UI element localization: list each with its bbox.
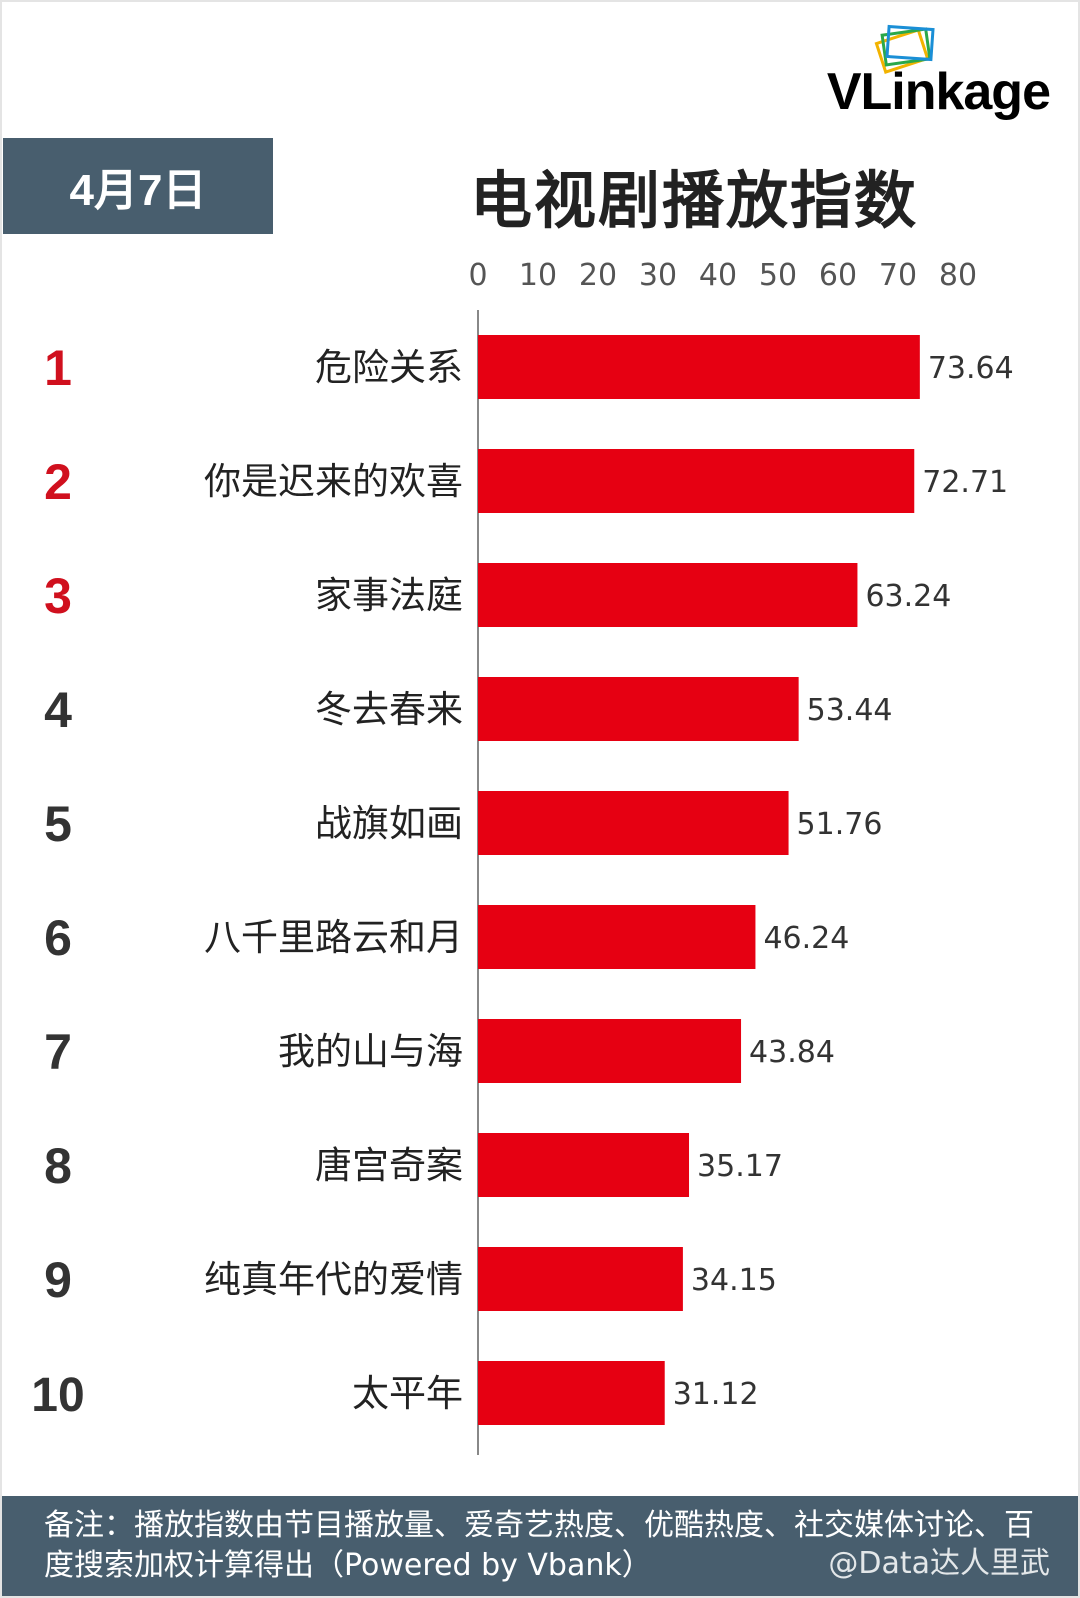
category-label: 太平年 — [352, 1372, 463, 1415]
category-label: 危险关系 — [315, 346, 463, 389]
logo-text: VLinkage — [826, 63, 1051, 121]
rank-number: 5 — [44, 796, 72, 852]
bar — [478, 905, 756, 969]
x-tick-label: 50 — [759, 258, 797, 293]
watermark: @Data达人里武 — [828, 1546, 1050, 1581]
bar — [478, 1019, 742, 1083]
data-label: 46.24 — [763, 921, 849, 956]
bar — [478, 677, 799, 741]
data-label: 73.64 — [928, 351, 1014, 386]
x-tick-label: 0 — [468, 258, 487, 293]
bar — [478, 791, 789, 855]
x-tick-label: 20 — [579, 258, 617, 293]
logo-cards-icon — [874, 24, 935, 74]
rank-number: 9 — [44, 1252, 72, 1308]
rank-number: 4 — [44, 682, 72, 738]
rank-number: 2 — [44, 454, 72, 510]
rank-number: 6 — [44, 910, 72, 966]
category-label: 唐宫奇案 — [315, 1144, 463, 1187]
rank-number: 3 — [44, 568, 72, 624]
x-tick-label: 40 — [699, 258, 737, 293]
bar — [478, 1361, 665, 1425]
category-label: 家事法庭 — [315, 574, 463, 617]
rank-number: 8 — [44, 1138, 72, 1194]
rank-number: 1 — [44, 340, 72, 396]
data-label: 43.84 — [749, 1035, 835, 1070]
x-tick-label: 70 — [879, 258, 917, 293]
category-label: 八千里路云和月 — [204, 916, 463, 959]
data-label: 51.76 — [797, 807, 883, 842]
bar — [478, 335, 920, 399]
vlinkage-logo: VLinkage — [790, 18, 1051, 121]
category-label: 战旗如画 — [315, 802, 463, 845]
bar — [478, 1247, 683, 1311]
bar — [478, 449, 915, 513]
rank-number: 10 — [31, 1369, 84, 1422]
bar — [478, 563, 858, 627]
category-label: 我的山与海 — [278, 1030, 463, 1073]
data-label: 31.12 — [673, 1377, 759, 1412]
chart-title: 电视剧播放指数 — [470, 164, 919, 237]
x-tick-label: 60 — [819, 258, 857, 293]
bar — [478, 1133, 690, 1197]
data-label: 72.71 — [922, 465, 1008, 500]
data-label: 63.24 — [865, 579, 951, 614]
x-tick-label: 10 — [519, 258, 557, 293]
footer-note: 备注：播放指数由节目播放量、爱奇艺热度、优酷热度、社交媒体讨论、百度搜索加权计算… — [44, 1508, 1034, 1583]
rank-number: 7 — [44, 1024, 72, 1080]
footer-note-panel: 备注：播放指数由节目播放量、爱奇艺热度、优酷热度、社交媒体讨论、百度搜索加权计算… — [2, 1496, 1078, 1596]
data-label: 35.17 — [697, 1149, 783, 1184]
data-label: 53.44 — [807, 693, 893, 728]
category-label: 冬去春来 — [315, 688, 463, 731]
data-label: 34.15 — [691, 1263, 777, 1298]
x-tick-label: 80 — [939, 258, 977, 293]
bar-chart: 0 10 20 30 40 50 60 70 80 1 危险关系 73.64 2 你是迟来的欢喜 72.71… — [31, 258, 1014, 1455]
date-badge: 4月7日 — [3, 138, 273, 234]
category-label: 纯真年代的爱情 — [204, 1258, 463, 1301]
category-label: 你是迟来的欢喜 — [204, 460, 463, 503]
x-tick-label: 30 — [639, 258, 677, 293]
